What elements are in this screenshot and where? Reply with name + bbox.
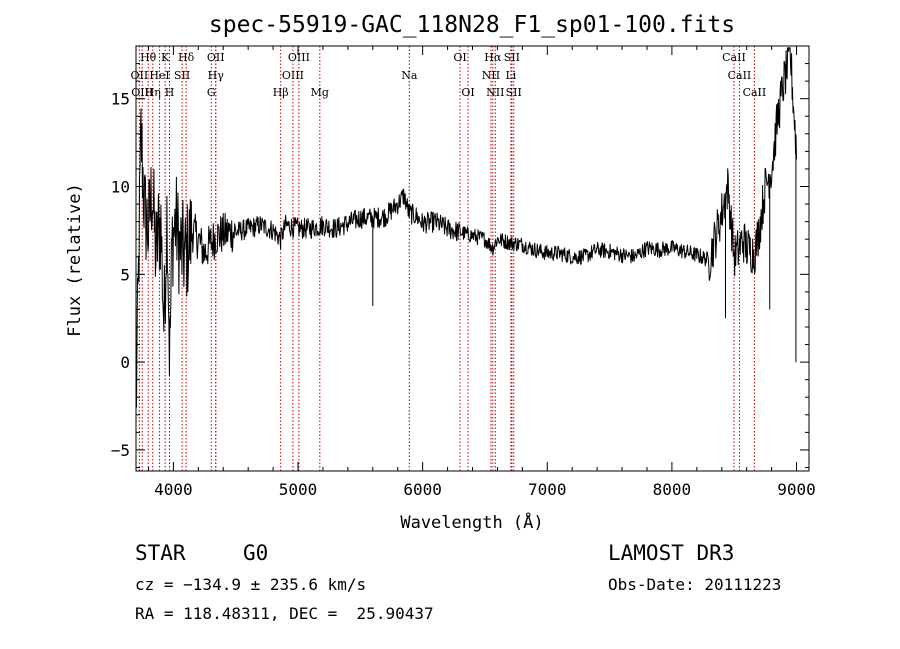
chart-title: spec-55919-GAC_118N28_F1_sp01-100.fits	[209, 12, 735, 38]
line-label: Na	[401, 69, 418, 82]
x-axis-label: Wavelength (Å)	[400, 511, 543, 533]
line-label: NII	[482, 69, 500, 82]
line-label: Hδ	[178, 51, 195, 64]
line-label: K	[161, 51, 170, 64]
survey-name: LAMOST DR3	[608, 541, 734, 565]
axis-ticks: 4000 5000 6000 7000 8000 9000 −5 0 5 10 15	[111, 46, 816, 499]
line-label: OII	[131, 69, 149, 82]
line-label: NII	[486, 86, 504, 99]
y-axis-label: Flux (relative)	[65, 183, 85, 337]
line-label: HeI	[149, 69, 169, 82]
line-label: OII	[207, 51, 225, 64]
y-tick-label: 0	[120, 353, 130, 372]
line-label: CaII	[728, 69, 752, 82]
y-tick-label: 10	[111, 177, 130, 196]
x-tick-label: 4000	[154, 480, 193, 499]
line-label: CaII	[743, 86, 767, 99]
line-label: Mg	[311, 86, 329, 99]
y-tick-label: −5	[111, 441, 130, 460]
x-tick-label: 6000	[403, 480, 442, 499]
spectrum-line	[135, 47, 797, 408]
line-label: Hθ	[140, 51, 157, 64]
obs-date: Obs-Date: 20111223	[608, 575, 781, 594]
y-tick-label: 5	[120, 265, 130, 284]
x-tick-label: 7000	[528, 480, 567, 499]
y-tick-label: 15	[111, 90, 130, 109]
line-label: SII	[174, 69, 190, 82]
line-label: Li	[505, 69, 516, 82]
line-label: CaII	[722, 51, 746, 64]
line-label: SII	[506, 86, 522, 99]
line-label: Hα	[484, 51, 502, 64]
line-label: OI	[453, 51, 466, 64]
spectrum-series	[135, 47, 797, 408]
line-label: SII	[504, 51, 520, 64]
line-label: OIII	[282, 69, 304, 82]
line-label: H	[165, 86, 175, 99]
line-label: Hη	[145, 86, 161, 99]
line-markers	[138, 46, 755, 471]
line-label: OIII	[131, 86, 153, 99]
line-label: Hβ	[273, 86, 289, 99]
coordinates: RA = 118.48311, DEC = 25.90437	[135, 604, 434, 623]
object-class: STAR	[135, 541, 186, 565]
subclass: G0	[243, 541, 268, 565]
x-tick-label: 8000	[653, 480, 692, 499]
x-tick-label: 9000	[777, 480, 816, 499]
line-label: G	[207, 86, 216, 99]
x-tick-label: 5000	[279, 480, 318, 499]
line-label: OI	[461, 86, 474, 99]
cz-value: cz = −134.9 ± 235.6 km/s	[135, 575, 366, 594]
line-label: Hγ	[208, 69, 225, 82]
line-label: OIII	[288, 51, 310, 64]
